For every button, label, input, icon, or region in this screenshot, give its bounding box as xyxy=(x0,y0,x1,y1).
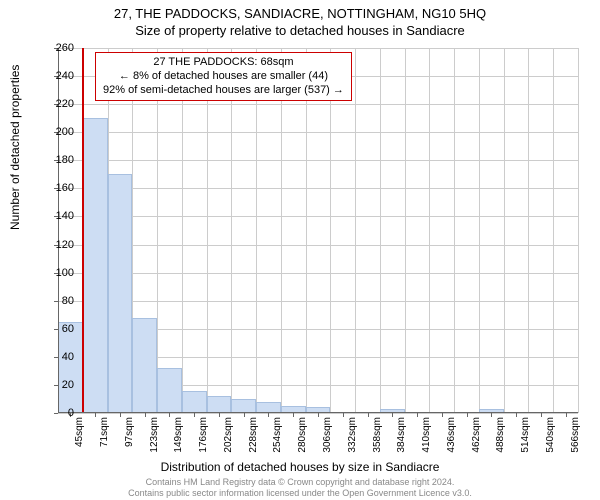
y-tick-label: 40 xyxy=(44,351,74,363)
y-tick-label: 180 xyxy=(44,154,74,166)
y-tick-label: 260 xyxy=(44,42,74,54)
y-tick-label: 0 xyxy=(44,407,74,419)
plot-border xyxy=(58,48,578,413)
x-tick-label: 254sqm xyxy=(272,417,283,453)
x-tick-label: 410sqm xyxy=(421,417,432,453)
x-tick-label: 540sqm xyxy=(545,417,556,453)
chart-container: 27, THE PADDOCKS, SANDIACRE, NOTTINGHAM,… xyxy=(0,0,600,500)
x-tick-label: 566sqm xyxy=(570,417,581,453)
x-tick-label: 280sqm xyxy=(297,417,308,453)
chart-title-line1: 27, THE PADDOCKS, SANDIACRE, NOTTINGHAM,… xyxy=(0,0,600,21)
y-tick-label: 220 xyxy=(44,98,74,110)
x-tick-label: 514sqm xyxy=(520,417,531,453)
y-tick-label: 60 xyxy=(44,323,74,335)
y-tick-label: 120 xyxy=(44,239,74,251)
x-axis-label: Distribution of detached houses by size … xyxy=(0,460,600,474)
y-axis-label: Number of detached properties xyxy=(8,65,22,230)
footer-line2: Contains public sector information licen… xyxy=(0,488,600,498)
x-tick-label: 202sqm xyxy=(223,417,234,453)
y-tick-label: 200 xyxy=(44,126,74,138)
x-tick-label: 176sqm xyxy=(198,417,209,453)
y-tick-label: 160 xyxy=(44,182,74,194)
annotation-line2: ← 8% of detached houses are smaller (44) xyxy=(103,70,344,84)
plot-area xyxy=(58,48,578,413)
x-tick-label: 123sqm xyxy=(149,417,160,453)
gridline-v xyxy=(578,48,579,413)
annotation-line1: 27 THE PADDOCKS: 68sqm xyxy=(103,56,344,70)
x-tick-label: 306sqm xyxy=(322,417,333,453)
chart-title-line2: Size of property relative to detached ho… xyxy=(0,21,600,38)
x-tick-label: 45sqm xyxy=(74,417,85,447)
x-tick-label: 462sqm xyxy=(471,417,482,453)
annotation-box: 27 THE PADDOCKS: 68sqm ← 8% of detached … xyxy=(95,52,352,101)
x-tick-label: 149sqm xyxy=(173,417,184,453)
y-tick-label: 100 xyxy=(44,267,74,279)
y-tick-label: 140 xyxy=(44,210,74,222)
footer-attribution: Contains HM Land Registry data © Crown c… xyxy=(0,477,600,498)
x-tick-label: 358sqm xyxy=(372,417,383,453)
x-tick-label: 228sqm xyxy=(248,417,259,453)
x-tick-label: 97sqm xyxy=(124,417,135,447)
x-tick-label: 332sqm xyxy=(347,417,358,453)
x-tick-label: 71sqm xyxy=(99,417,110,447)
y-tick-label: 80 xyxy=(44,295,74,307)
annotation-line3: 92% of semi-detached houses are larger (… xyxy=(103,84,344,98)
y-tick-label: 240 xyxy=(44,70,74,82)
x-tick-label: 384sqm xyxy=(396,417,407,453)
y-tick-label: 20 xyxy=(44,379,74,391)
footer-line1: Contains HM Land Registry data © Crown c… xyxy=(0,477,600,487)
x-tick-label: 488sqm xyxy=(495,417,506,453)
x-tick-label: 436sqm xyxy=(446,417,457,453)
